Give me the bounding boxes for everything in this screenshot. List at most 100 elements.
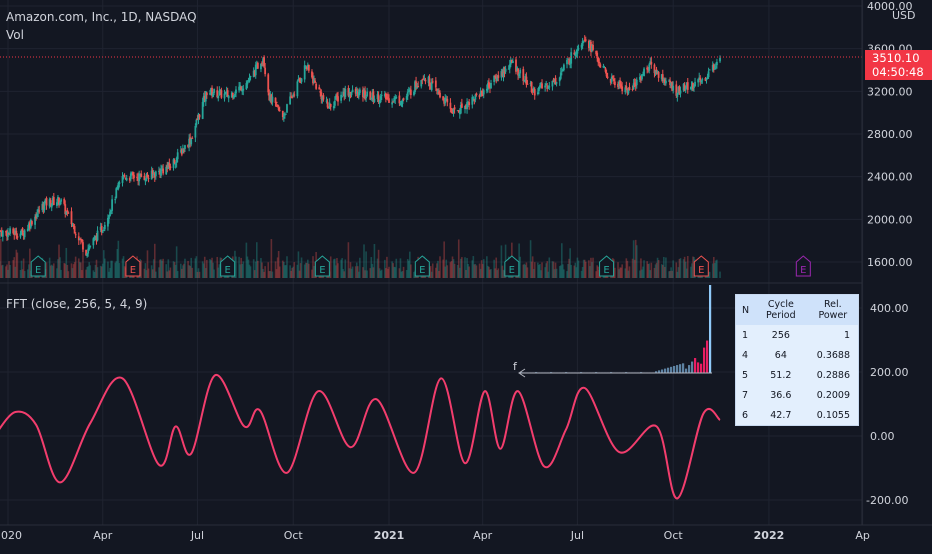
volume-bar xyxy=(680,258,682,278)
volume-bar xyxy=(381,270,383,278)
candle-body xyxy=(169,166,171,168)
volume-bar xyxy=(374,244,376,278)
earnings-marker[interactable]: E xyxy=(315,256,329,276)
volume-bar xyxy=(257,261,259,278)
candle-body xyxy=(366,92,368,96)
candle-body xyxy=(351,93,353,95)
volume-bar xyxy=(264,266,266,278)
candle-body xyxy=(522,69,524,81)
volume-bar xyxy=(366,270,368,278)
table-row: 4 64 0.3688 xyxy=(736,345,858,365)
candle-body xyxy=(276,102,278,103)
cell-period: 256 xyxy=(754,325,808,345)
candle-body xyxy=(213,89,215,93)
volume-bar xyxy=(235,257,237,278)
volume-bar xyxy=(17,253,19,278)
last-price-value: 3510.10 xyxy=(872,51,932,65)
candle-body xyxy=(483,90,485,94)
fft-indicator-label[interactable]: FFT (close, 256, 5, 4, 9) xyxy=(6,297,147,311)
time-tick-label: Oct xyxy=(284,529,304,542)
candle-body xyxy=(719,58,721,61)
candle-body xyxy=(490,83,492,89)
candle-body xyxy=(140,174,142,177)
volume-bar xyxy=(293,262,295,278)
earnings-marker[interactable]: E xyxy=(796,256,810,276)
candle-body xyxy=(2,231,4,237)
volume-bar xyxy=(672,260,674,278)
candle-body xyxy=(693,87,695,88)
candle-body xyxy=(425,80,427,82)
volume-bar xyxy=(629,266,631,278)
volume-bar xyxy=(301,257,303,278)
cell-period: 36.6 xyxy=(754,385,808,405)
price-tick-label: 3200.00 xyxy=(867,85,913,98)
volume-bar xyxy=(410,264,412,278)
fft-table-header: N Cycle Period Rel. Power xyxy=(736,295,858,325)
cell-period: 64 xyxy=(754,345,808,365)
volume-bar xyxy=(585,262,587,278)
candle-body xyxy=(672,86,674,91)
volume-label[interactable]: Vol xyxy=(6,28,24,42)
volume-bar xyxy=(665,257,667,278)
price-tick-label: 1600.00 xyxy=(867,256,913,269)
candle-body xyxy=(388,98,390,103)
candle-body xyxy=(497,75,499,78)
volume-bar xyxy=(272,272,274,278)
candle-body xyxy=(446,99,448,102)
volume-bar xyxy=(286,256,288,278)
col-rel-power: Rel. Power xyxy=(808,295,858,325)
volume-bar xyxy=(541,262,543,278)
candle-body xyxy=(67,213,69,214)
spectrum-bar xyxy=(703,348,705,373)
symbol-title[interactable]: Amazon.com, Inc., 1D, NASDAQ xyxy=(6,10,197,24)
time-axis-ticks: 2020AprJulOct2021AprJulOct2022Ap xyxy=(0,529,870,542)
candle-body xyxy=(242,89,244,91)
candle-body xyxy=(607,77,609,78)
volume-bar xyxy=(716,260,718,278)
candle-body xyxy=(148,178,150,179)
candle-body xyxy=(709,69,711,70)
candle-body xyxy=(352,90,354,93)
candle-body xyxy=(190,139,192,145)
cell-n: 1 xyxy=(736,325,754,345)
candle-body xyxy=(279,110,281,111)
earnings-marker[interactable]: E xyxy=(694,256,708,276)
candle-body xyxy=(191,138,193,139)
candle-body xyxy=(599,64,601,67)
spectrum-bar xyxy=(706,341,708,373)
candle-body xyxy=(359,90,361,93)
volume-bar xyxy=(89,265,91,278)
earnings-label: E xyxy=(509,265,515,276)
candle-body xyxy=(16,236,18,238)
earnings-marker[interactable]: E xyxy=(505,256,519,276)
price-axis-ticks: 4000.003600.003200.002800.002400.002000.… xyxy=(867,0,913,269)
volume-bar xyxy=(388,267,390,278)
spectrum-bar xyxy=(667,368,669,373)
cell-n: 7 xyxy=(736,385,754,405)
table-row: 6 42.7 0.1055 xyxy=(736,405,858,425)
earnings-marker[interactable]: E xyxy=(600,256,614,276)
volume-bar xyxy=(250,266,252,278)
spectrum-bar xyxy=(670,367,672,373)
fft-spectrum xyxy=(520,285,711,373)
candle-body xyxy=(323,95,325,99)
candle-body xyxy=(680,91,682,94)
spectrum-bar xyxy=(664,369,666,373)
candle-body xyxy=(407,92,409,97)
volume-bar xyxy=(184,259,186,278)
earnings-label: E xyxy=(130,265,136,276)
candle-body xyxy=(71,211,73,224)
candle-body xyxy=(435,81,437,88)
volume-bar xyxy=(177,271,179,278)
candle-body xyxy=(505,69,507,72)
volume-bar xyxy=(395,259,397,278)
volume-bar xyxy=(468,267,470,278)
volume-bar xyxy=(97,267,99,278)
candle-body xyxy=(585,39,587,40)
col-cycle-period: Cycle Period xyxy=(754,295,808,325)
volume-bar xyxy=(636,245,638,278)
candle-body xyxy=(570,52,572,63)
candle-body xyxy=(53,197,55,205)
